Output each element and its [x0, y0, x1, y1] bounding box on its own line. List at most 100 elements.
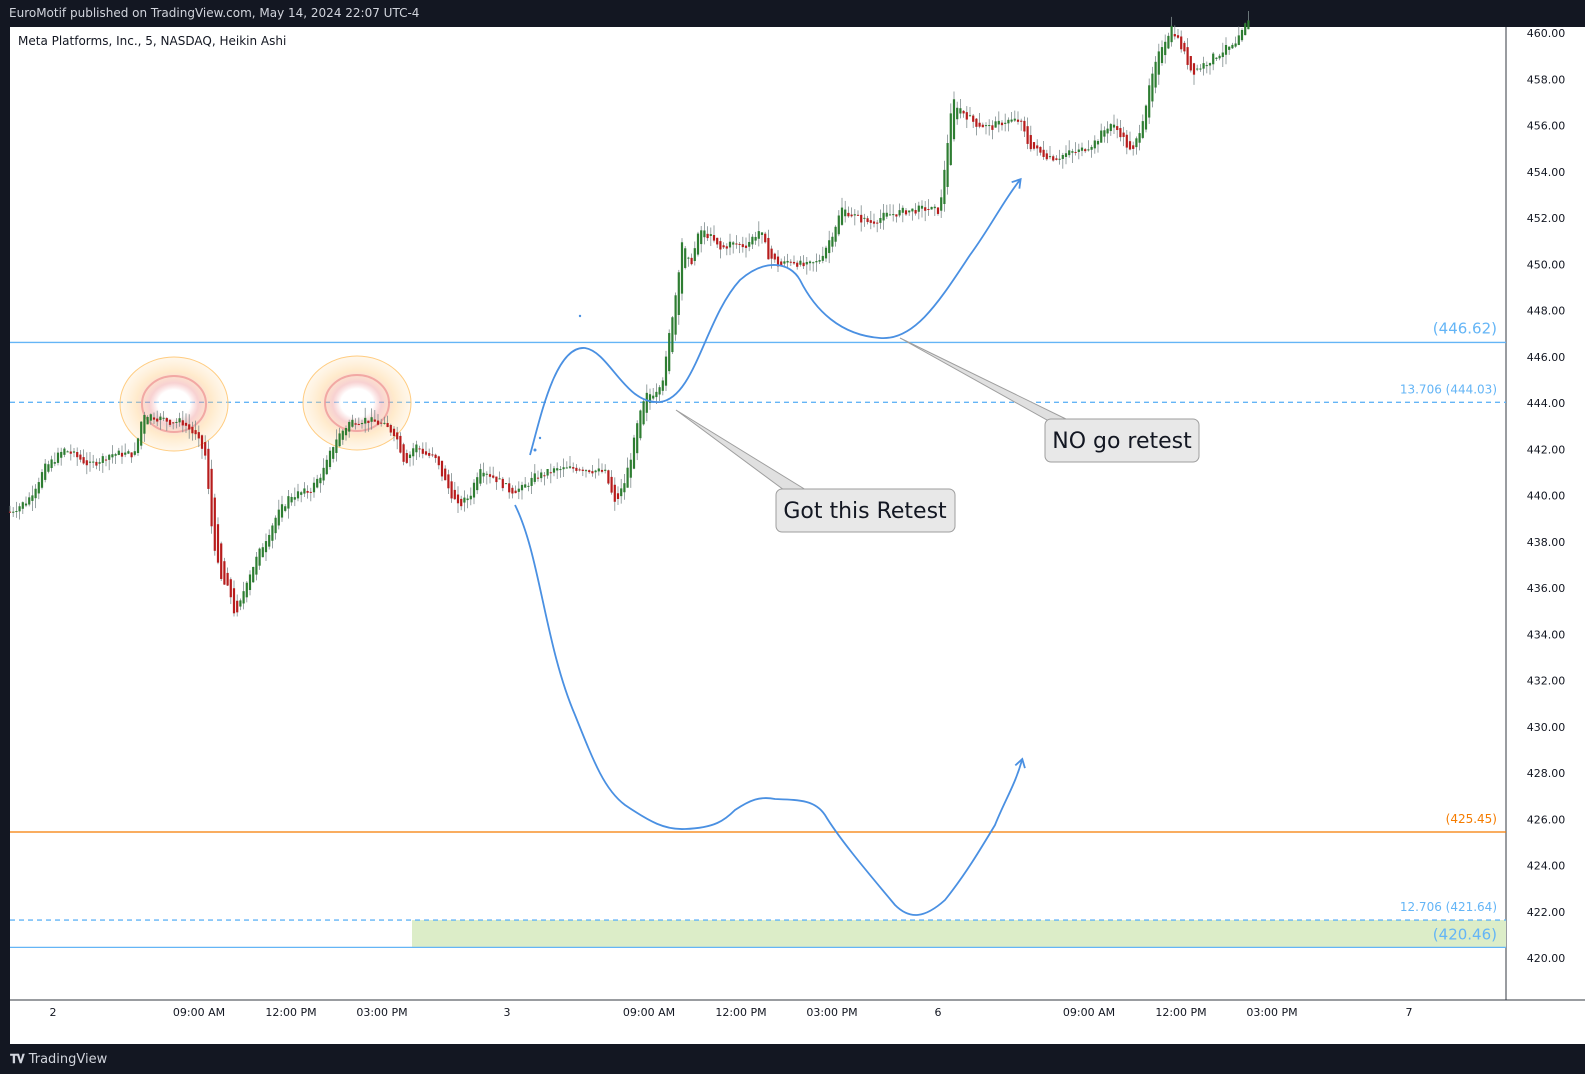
- candle: [15, 501, 18, 518]
- candle: [271, 523, 274, 549]
- candle-body: [1173, 34, 1176, 37]
- brand[interactable]: 𝐓𝐕 TradingView: [10, 1052, 107, 1067]
- candle-body: [248, 574, 252, 591]
- price-axis[interactable]: 460.00 458.00 456.00 454.00 452.00 450.00 448.…: [1527, 27, 1566, 965]
- candle-body: [623, 483, 626, 493]
- candle: [796, 260, 799, 270]
- candle-body: [719, 241, 722, 250]
- candle-body: [1196, 68, 1199, 70]
- candle-body: [1055, 158, 1058, 160]
- candle: [895, 214, 898, 223]
- candle: [236, 594, 239, 617]
- candle: [482, 462, 485, 483]
- candle-body: [850, 214, 853, 217]
- candle-body: [696, 233, 700, 255]
- candle-body: [1157, 51, 1160, 75]
- candle: [348, 419, 351, 438]
- candle-body: [1192, 63, 1196, 75]
- y-tick-label: 456.00: [1527, 120, 1566, 133]
- candle: [280, 495, 284, 522]
- candle: [981, 122, 984, 128]
- candle: [511, 485, 514, 499]
- candle-body: [213, 497, 216, 551]
- candle-body: [690, 257, 693, 265]
- candle-body: [53, 462, 56, 464]
- candle: [687, 256, 690, 267]
- candle: [8, 505, 12, 513]
- callout-label-retest: Got this Retest: [783, 499, 947, 524]
- candle-body: [568, 466, 572, 468]
- candle-body: [559, 469, 562, 471]
- candle: [757, 221, 760, 247]
- candle: [520, 481, 524, 500]
- candle-body: [748, 241, 751, 247]
- y-tick-label: 428.00: [1527, 767, 1566, 780]
- candle-body: [546, 468, 549, 476]
- candle: [1100, 123, 1103, 143]
- candle: [1224, 37, 1228, 65]
- candle: [117, 447, 120, 456]
- candle: [60, 447, 63, 466]
- candle-body: [549, 472, 552, 474]
- candle-body: [386, 422, 389, 428]
- candle-body: [1154, 61, 1157, 88]
- candle-body: [799, 260, 802, 265]
- time-axis[interactable]: 2 09:00 AM 12:00 PM 03:00 PM 3 09:00 AM 12:00 …: [50, 1006, 1413, 1019]
- candle-body: [453, 489, 456, 500]
- candle: [613, 477, 616, 511]
- candle: [1071, 148, 1074, 163]
- candle-body: [879, 217, 882, 223]
- candle-body: [924, 207, 927, 211]
- candle: [1154, 56, 1157, 94]
- x-tick-label: 03:00 PM: [1246, 1006, 1297, 1019]
- candle: [53, 452, 56, 467]
- candle-body: [1189, 56, 1192, 71]
- candle-body: [312, 482, 316, 493]
- candle-body: [872, 221, 876, 224]
- candle: [853, 209, 856, 226]
- candle-body: [348, 421, 351, 432]
- candle: [37, 477, 40, 500]
- candle: [1144, 104, 1148, 133]
- candle-body: [757, 231, 760, 239]
- candle-body: [578, 469, 581, 471]
- candle: [892, 204, 895, 222]
- candle: [1138, 124, 1141, 151]
- candle: [460, 495, 463, 511]
- candle: [168, 419, 172, 427]
- candle: [1173, 25, 1176, 40]
- candle: [1202, 56, 1205, 76]
- candle-body: [1205, 65, 1208, 67]
- candle-body: [812, 262, 815, 264]
- candle-body: [252, 566, 255, 583]
- drawing-dot-2: [538, 436, 542, 440]
- candle-body: [488, 474, 492, 477]
- candle: [991, 120, 994, 140]
- candle-body: [680, 242, 684, 294]
- candle: [773, 252, 776, 263]
- candle: [1186, 38, 1189, 70]
- candle-body: [335, 439, 338, 453]
- candle-body: [959, 108, 962, 114]
- candle-body: [600, 469, 604, 472]
- candle: [261, 543, 264, 558]
- candle-body: [988, 125, 991, 127]
- candle-body: [437, 456, 440, 466]
- candle-body: [591, 471, 594, 474]
- candle: [818, 254, 821, 264]
- candle-body: [152, 417, 156, 420]
- candle: [616, 486, 620, 505]
- candle: [1240, 28, 1244, 42]
- candle-body: [1176, 35, 1180, 38]
- candle: [1141, 114, 1144, 140]
- candle-body: [501, 478, 504, 489]
- highlight-ring-2-inner: [324, 374, 390, 432]
- candle: [719, 237, 722, 259]
- candle-body: [338, 433, 341, 447]
- x-tick-label: 12:00 PM: [1155, 1006, 1206, 1019]
- candle-body: [552, 468, 556, 473]
- candle: [242, 581, 245, 610]
- candle-body: [316, 478, 319, 488]
- candle-body: [56, 452, 60, 463]
